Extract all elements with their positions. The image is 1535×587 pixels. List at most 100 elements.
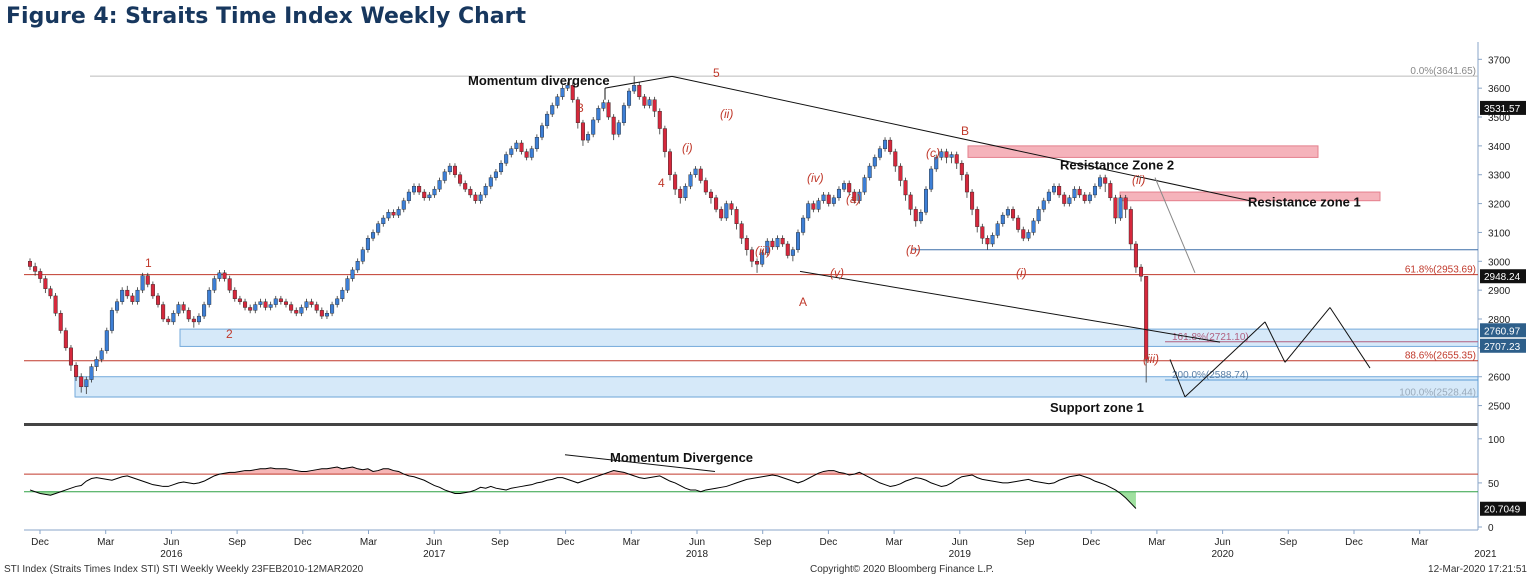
- price-axis: 2500260027002800290030003100320033003400…: [1478, 55, 1526, 413]
- rsi-value-tag-box: [1480, 501, 1526, 516]
- month-label: Mar: [97, 537, 115, 548]
- candle-body: [565, 85, 570, 89]
- month-label: Jun: [689, 537, 705, 548]
- candle-body: [893, 151, 898, 167]
- candle-body: [268, 304, 273, 308]
- candle-body: [207, 289, 212, 305]
- candle-body: [601, 102, 606, 109]
- figure-title: Figure 4: Straits Time Index Weekly Char…: [6, 4, 526, 29]
- month-label: Sep: [228, 537, 246, 548]
- price-tick-label: 2800: [1488, 315, 1511, 326]
- price-tag-label: 3531.57: [1484, 104, 1521, 115]
- candle-body: [1021, 229, 1026, 239]
- candle-body: [386, 212, 391, 219]
- candle-body: [155, 295, 160, 305]
- candle-body: [38, 271, 43, 279]
- candle-body: [273, 298, 278, 305]
- candle-body: [540, 125, 545, 138]
- candle-body: [84, 379, 89, 388]
- rsi-divergence-note: Momentum Divergence: [610, 450, 753, 465]
- candle-body: [222, 272, 227, 279]
- candle-body: [596, 108, 601, 121]
- candle-body: [258, 301, 263, 305]
- candle-body: [842, 183, 847, 190]
- zone-label: Resistance Zone 2: [1060, 157, 1174, 172]
- year-label: 2016: [160, 549, 183, 560]
- annotation-layer: Momentum divergence 1 2 3 4 5 A B (i) (ii) (iii) (i…: [145, 66, 1159, 366]
- year-label: 2019: [949, 549, 972, 560]
- wave-label: (ii): [1132, 173, 1145, 187]
- month-label: Dec: [820, 537, 838, 548]
- candle-body: [575, 99, 580, 123]
- candle-body: [186, 310, 191, 320]
- support-zone-3: [179, 328, 1479, 347]
- year-label: 2021: [1474, 549, 1497, 560]
- candle-body: [903, 180, 908, 196]
- candle-body: [924, 188, 929, 213]
- candle-body: [63, 330, 68, 349]
- candle-body: [796, 232, 801, 250]
- candle-body: [94, 359, 99, 367]
- price-tick-label: 2900: [1488, 286, 1511, 297]
- wave-label: (a): [846, 192, 861, 206]
- candle-body: [473, 194, 478, 201]
- candle-body: [877, 148, 882, 158]
- fib-level-label: 200.0%(2588.74): [1172, 370, 1249, 381]
- candle-body: [427, 194, 432, 199]
- candle-body: [714, 197, 719, 210]
- candle-body: [734, 209, 739, 224]
- candle-body: [662, 128, 667, 152]
- candle-body: [227, 278, 232, 291]
- candle-body: [1103, 177, 1108, 184]
- candle-body: [232, 289, 237, 300]
- candle-body: [1118, 197, 1123, 219]
- candle-body: [243, 301, 248, 308]
- candle-body: [28, 261, 33, 267]
- price-tick-label: 3200: [1488, 200, 1511, 211]
- candle-body: [898, 165, 903, 181]
- month-label: Sep: [491, 537, 509, 548]
- fib-level-label: 100.0%(2528.44): [1399, 387, 1476, 398]
- candle-body: [304, 301, 309, 308]
- candle-body: [652, 99, 657, 112]
- projection-path-4: [1284, 307, 1331, 363]
- candle-body: [1123, 197, 1128, 210]
- candle-body: [616, 122, 621, 135]
- candle-body: [371, 232, 376, 239]
- candle-body: [949, 154, 954, 158]
- candle-body: [790, 249, 795, 256]
- candle-body: [309, 301, 314, 305]
- candle-body: [954, 154, 959, 164]
- candle-body: [708, 191, 713, 199]
- rsi-tick-label: 50: [1488, 479, 1500, 490]
- month-label: Mar: [360, 537, 378, 548]
- candle-body: [330, 304, 335, 314]
- candle-body: [1144, 276, 1149, 360]
- candle-body: [852, 191, 857, 201]
- rsi-tick-label: 0: [1488, 523, 1494, 534]
- rsi-divergence-line: [564, 454, 716, 472]
- candle-body: [970, 191, 975, 210]
- candle-body: [1051, 186, 1056, 193]
- candle-body: [755, 261, 760, 265]
- candle-body: [135, 289, 140, 302]
- month-label: Sep: [1279, 537, 1297, 548]
- candle-body: [908, 194, 913, 210]
- candle-body: [821, 194, 826, 201]
- wave-label: (iii): [1143, 352, 1159, 366]
- candle-body: [499, 162, 504, 173]
- candle-body: [765, 240, 770, 253]
- candle-body: [432, 188, 437, 196]
- candle-body: [171, 313, 176, 323]
- candle-body: [504, 154, 509, 164]
- candle-body: [120, 289, 125, 302]
- candle-body: [1087, 194, 1092, 201]
- candle-body: [1098, 177, 1103, 187]
- candle-body: [376, 223, 381, 233]
- projection-path-2: [1184, 321, 1266, 398]
- candle-body: [1046, 191, 1051, 201]
- candle-body: [688, 174, 693, 187]
- candle-body: [591, 119, 596, 135]
- candle-body: [1108, 183, 1113, 199]
